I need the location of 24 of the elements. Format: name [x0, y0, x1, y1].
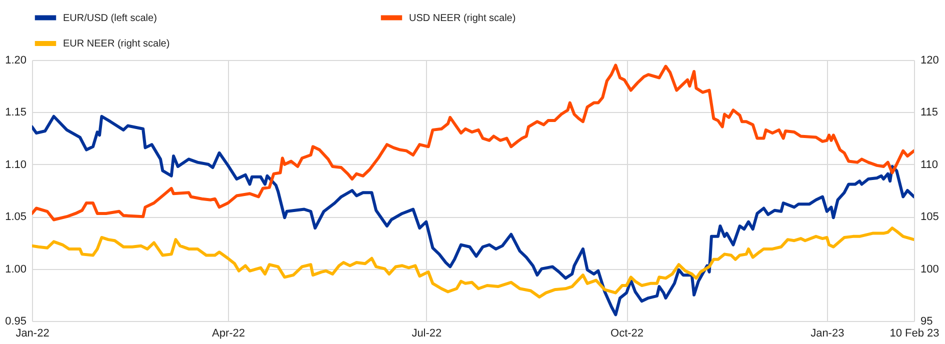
y-tick-label: 1.20 [5, 54, 26, 66]
y2-tick-label: 120 [920, 54, 939, 66]
line-series [32, 114, 914, 316]
y-tick-label: 1.05 [5, 211, 26, 224]
line-series [32, 64, 914, 222]
y-tick-label: 1.15 [5, 106, 26, 119]
legend-label: USD NEER (right scale) [409, 12, 516, 24]
y-tick-label: 1.00 [5, 263, 26, 276]
legend-label: EUR NEER (right scale) [63, 38, 170, 50]
y-tick-label: 1.10 [5, 158, 26, 171]
y2-tick-label: 105 [920, 211, 939, 224]
line-series [32, 226, 914, 298]
x-tick-label: Jul-22 [412, 328, 442, 340]
x-tick-label: Jan-23 [810, 328, 844, 340]
y2-tick-label: 100 [920, 263, 939, 276]
y2-tick-label: 95 [920, 316, 933, 328]
x-tick-label: Jan-22 [16, 328, 50, 340]
y2-tick-label: 115 [920, 106, 938, 119]
y2-tick-label: 110 [920, 158, 938, 171]
legend-label: EUR/USD (left scale) [63, 12, 157, 24]
x-tick-label: Apr-22 [212, 328, 246, 340]
y-tick-label: 0.95 [5, 316, 26, 328]
x-tick-label: 10 Feb 23 [890, 328, 940, 340]
x-tick-label: Oct-22 [610, 328, 644, 340]
